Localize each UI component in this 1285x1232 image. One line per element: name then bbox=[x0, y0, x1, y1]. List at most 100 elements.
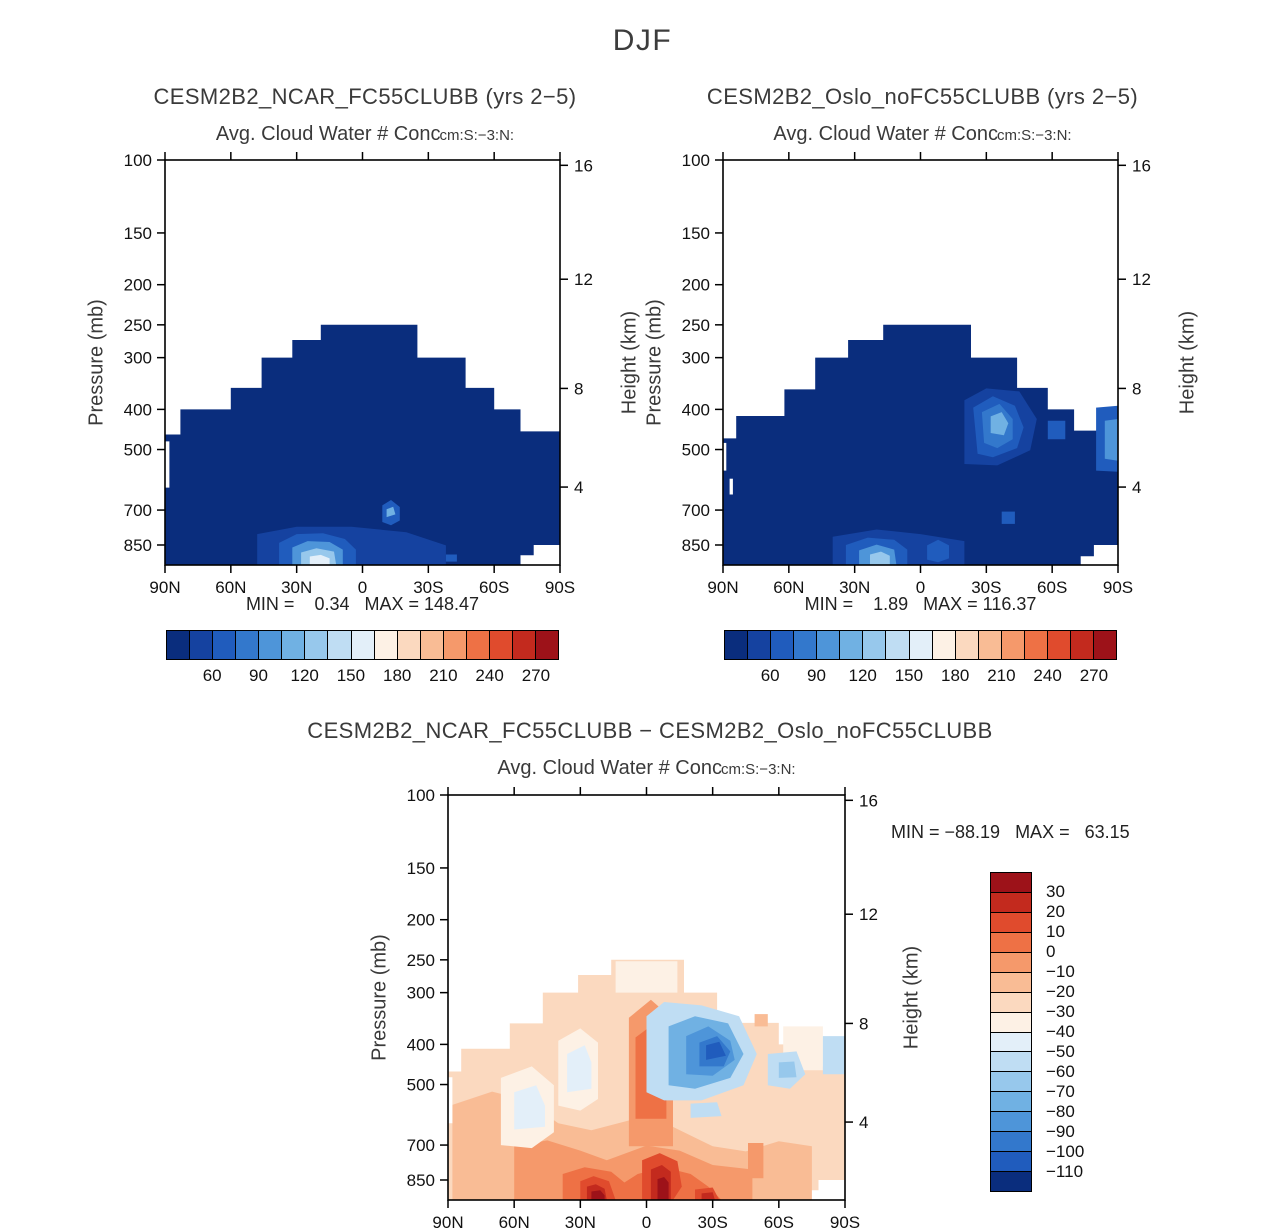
colorbar-cell bbox=[909, 631, 933, 659]
tick-label: 60S bbox=[479, 578, 509, 597]
colorbar-cell bbox=[213, 631, 237, 659]
panel-subtitle: Avg. Cloud Water # Conccm:S:−3:N: bbox=[368, 757, 925, 780]
colorbar-label: −20 bbox=[1046, 982, 1075, 1001]
colorbar-cell bbox=[236, 631, 260, 659]
tick-label: 150 bbox=[407, 859, 435, 878]
colorbar-cell bbox=[991, 1152, 1031, 1173]
colorbar-label: 90 bbox=[807, 666, 826, 685]
contour-region bbox=[165, 324, 560, 565]
variable-label: Avg. Cloud Water # Conc bbox=[215, 123, 441, 145]
contour-region bbox=[870, 551, 890, 565]
colorbar-cell bbox=[466, 631, 490, 659]
tick-label: 12 bbox=[1132, 270, 1151, 289]
contour-region bbox=[386, 506, 396, 518]
panel-title-ncar: CESM2B2_NCAR_FC55CLUBB (yrs 2−5) bbox=[153, 84, 577, 109]
colorbar-cell bbox=[443, 631, 467, 659]
colorbar-label: 60 bbox=[760, 666, 780, 685]
contour-region bbox=[990, 412, 1009, 436]
colorbar-label: 240 bbox=[475, 666, 504, 685]
colorbar-cell bbox=[991, 1032, 1031, 1053]
colorbar-label: 210 bbox=[987, 666, 1016, 685]
colorbar-cell bbox=[991, 892, 1031, 913]
colorbar-label: −40 bbox=[1046, 1022, 1075, 1041]
contour-region bbox=[778, 1061, 797, 1078]
contour-region bbox=[1104, 419, 1118, 461]
colorbar-cell bbox=[328, 631, 352, 659]
tick-label: 8 bbox=[859, 1014, 868, 1033]
colorbar-cell bbox=[886, 631, 910, 659]
contour-plot-0: 90N 60N 30N 0 30S 60S 90S 100 150 200 250 300 400 500… bbox=[124, 151, 593, 597]
contour-region bbox=[615, 961, 678, 993]
variable-label: Avg. Cloud Water # Conc bbox=[497, 757, 722, 779]
colorbar-label: 0 bbox=[1046, 942, 1056, 961]
contour-region bbox=[723, 324, 1118, 565]
panel-title-difference: CESM2B2_NCAR_FC55CLUBB − CESM2B2_Oslo_no… bbox=[307, 718, 993, 743]
colorbar-cell bbox=[991, 1112, 1031, 1133]
colorbar-cell bbox=[725, 631, 749, 659]
panel-title-oslo: CESM2B2_Oslo_noFC55CLUBB (yrs 2−5) bbox=[706, 84, 1139, 109]
tick-label: 90N bbox=[707, 578, 738, 597]
tick-label: 90S bbox=[1103, 578, 1133, 597]
minmax-label: MIN = −88.19 MAX = 63.15 bbox=[891, 822, 1130, 842]
tick-label: 850 bbox=[682, 536, 710, 555]
colorbar-cell bbox=[167, 631, 191, 659]
tick-label: 400 bbox=[682, 400, 710, 419]
colorbar bbox=[166, 630, 559, 660]
contour-region bbox=[657, 1177, 669, 1200]
tick-label: 60N bbox=[499, 1213, 530, 1232]
tick-label: 400 bbox=[407, 1035, 435, 1054]
tick-label: 16 bbox=[1132, 156, 1151, 175]
tick-label: 700 bbox=[124, 501, 152, 520]
colorbar-cell bbox=[991, 1092, 1031, 1113]
tick-label: 60N bbox=[215, 578, 246, 597]
colorbar-label: 120 bbox=[848, 666, 877, 685]
panel-subtitle: Avg. Cloud Water # Conccm:S:−3:N: bbox=[640, 123, 1205, 146]
colorbar bbox=[990, 872, 1032, 1192]
colorbar-cell bbox=[259, 631, 283, 659]
colorbar-cell bbox=[305, 631, 329, 659]
colorbar-cell bbox=[991, 992, 1031, 1013]
colorbar-cell bbox=[1070, 631, 1094, 659]
contour-region bbox=[690, 1102, 722, 1118]
colorbar-cell bbox=[991, 1012, 1031, 1033]
tick-label: 850 bbox=[124, 536, 152, 555]
colorbar-cell bbox=[991, 1052, 1031, 1073]
contour-region bbox=[754, 1014, 768, 1027]
colorbar-cell bbox=[1094, 631, 1117, 659]
tick-label: 200 bbox=[124, 276, 152, 295]
tick-label: 16 bbox=[574, 156, 593, 175]
colorbar-cell bbox=[932, 631, 956, 659]
colorbar-cell bbox=[190, 631, 214, 659]
minmax-label: MIN = 1.89 MAX = 116.37 bbox=[804, 594, 1037, 614]
colorbar-label: 90 bbox=[249, 666, 268, 685]
contour-group bbox=[723, 324, 1118, 565]
tick-label: 4 bbox=[859, 1113, 868, 1132]
tick-label: 30S bbox=[698, 1213, 728, 1232]
contour-region bbox=[723, 442, 727, 471]
colorbar-label: 120 bbox=[290, 666, 319, 685]
tick-label: 250 bbox=[407, 951, 435, 970]
tick-label: 30S bbox=[413, 578, 443, 597]
colorbar-label: −110 bbox=[1046, 1162, 1084, 1181]
variable-label: Avg. Cloud Water # Conc bbox=[773, 123, 998, 145]
contour-group bbox=[165, 324, 560, 565]
contour-region bbox=[1001, 511, 1015, 524]
contour-region bbox=[729, 478, 733, 495]
colorbar-label: −90 bbox=[1046, 1122, 1075, 1141]
contour-region bbox=[748, 1143, 764, 1179]
colorbar-label: −10 bbox=[1046, 962, 1075, 981]
colorbar-cell bbox=[991, 932, 1031, 953]
tick-label: 0 bbox=[916, 578, 925, 597]
minmax-label: MIN = 0.34 MAX = 148.47 bbox=[245, 594, 480, 614]
contour-region bbox=[822, 1036, 845, 1075]
colorbar bbox=[724, 630, 1117, 660]
colorbar-cell bbox=[282, 631, 306, 659]
colorbar-cell bbox=[991, 972, 1031, 993]
colorbar-cell bbox=[991, 873, 1031, 893]
tick-label: 12 bbox=[859, 905, 878, 924]
tick-label: 850 bbox=[407, 1171, 435, 1190]
colorbar-cell bbox=[991, 1172, 1031, 1191]
colorbar-label: 150 bbox=[894, 666, 924, 685]
units-label: cm:S:−3:N: bbox=[439, 127, 515, 144]
